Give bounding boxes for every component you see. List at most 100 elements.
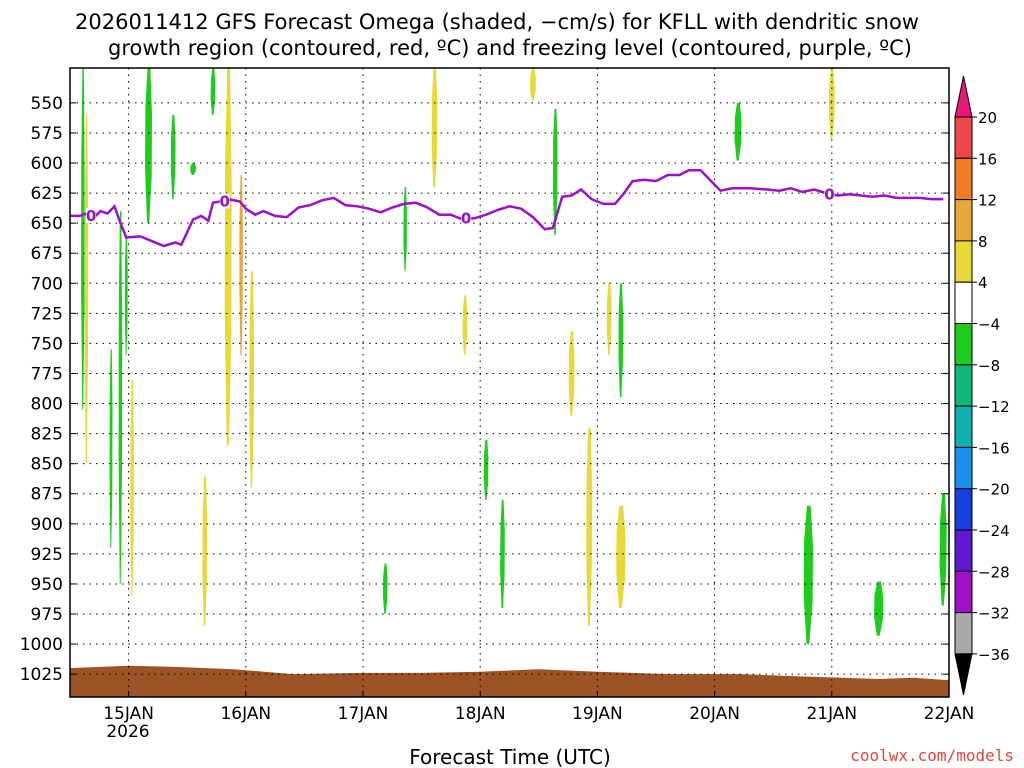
colorbar-label-2: 12 [978,192,997,210]
source-credit: coolwx.com/models [850,746,1014,765]
freezing-level-line [70,168,944,248]
omega-area-green-11 [500,499,505,608]
colorbar-swatch-3 [954,240,973,283]
y-tick-label-750: 750 [31,334,63,354]
omega-area-yellow-25 [530,68,536,101]
y-tick-label-850: 850 [31,455,63,475]
y-tick-label-975: 975 [31,605,63,625]
colorbar-label-9: −20 [978,481,1010,499]
omega-area-yellow-21 [224,68,232,446]
omega-area-green-14 [734,102,742,161]
y-tick-label-725: 725 [31,304,63,324]
y-tick-label-700: 700 [31,274,63,294]
colorbar-swatch-6 [954,364,973,407]
y-tick-label-875: 875 [31,485,63,505]
x-tick-label-18JAN: 18JAN [455,704,506,724]
omega-area-green-15 [803,505,813,645]
colorbar-label-3: 8 [978,233,988,251]
plot-background [70,68,949,697]
colorbar-swatch-0 [954,116,973,159]
colorbar-label-7: −12 [978,398,1010,416]
freezing-level-label-bg-3 [824,186,835,202]
omega-area-green-17 [939,493,947,606]
colorbar-swatch-10 [954,529,973,572]
freezing-level-label-bg-2 [461,210,472,226]
y-tick-label-950: 950 [31,575,63,595]
x-tick-label-17JAN: 17JAN [338,704,389,724]
chart-title-line-2: growth region (contoured, red, ºC) and f… [108,36,912,60]
omega-area-yellow-29 [616,505,626,608]
x-tick-year: 2026 [106,722,149,742]
omega-area-green-6 [190,163,196,175]
colorbar-label-4: 4 [978,274,988,292]
omega-area-yellow-18 [84,114,89,464]
colorbar-swatch-11 [954,570,973,614]
omega-area-green-10 [483,439,489,500]
x-tick-label-19JAN: 19JAN [572,704,623,724]
omega-area-green-2 [118,211,123,584]
colorbar-label-13: −36 [978,646,1010,664]
x-axis-title: Forecast Time (UTC) [409,745,611,768]
omega-area-green-9 [403,187,407,272]
pressure-axis: 550 575 600 625 650 675 700 725 750 775 800 825 850 8… [20,94,63,685]
colorbar-bottom-triangle [954,653,973,696]
y-tick-label-900: 900 [31,515,63,535]
omega-area-green-3 [124,235,128,356]
omega-area-green-0 [81,68,85,410]
colorbar-label-0: 20 [978,109,997,127]
omega-area-green-8 [382,563,388,614]
omega-area-yellow-30 [828,68,835,139]
y-tick-label-800: 800 [31,395,63,415]
terrain-layer [70,665,949,697]
x-tick-label-20JAN: 20JAN [689,704,740,724]
y-tick-label-575: 575 [31,124,63,144]
chart-title-line-1: 2026011412 GFS Forecast Omega (shaded, −… [75,10,919,34]
colorbar-swatch-5 [954,323,973,366]
freezing-level-layer: 0 0 0 0 [70,168,944,248]
omega-area-yellow-27 [586,427,593,626]
omega-area-green-1 [109,349,113,548]
colorbar-label-10: −24 [978,522,1010,540]
time-axis: 2026 15JAN 16JAN 17JAN 18JAN 19JAN 20JAN 21JAN… [103,704,974,742]
omega-area-green-12 [552,108,558,236]
y-tick-label-650: 650 [31,214,63,234]
freezing-level-label-bg-1 [219,193,230,209]
omega-shading-layer [81,68,947,645]
freezing-level-label-bg-0 [86,207,97,223]
y-tick-label-1000: 1000 [20,635,63,655]
colorbar-swatch-8 [954,446,973,490]
plot-frame [69,67,950,698]
x-tick-label-15JAN: 15JAN [103,704,154,724]
y-tick-label-1025: 1025 [20,665,63,685]
colorbar-label-12: −32 [978,605,1010,623]
y-tick-label-550: 550 [31,94,63,114]
colorbar-label-8: −16 [978,439,1010,457]
x-tick-label-22JAN: 22JAN [924,704,975,724]
y-tick-label-675: 675 [31,244,63,264]
colorbar-label-5: −4 [978,316,1000,334]
omega-area-green-16 [874,581,884,636]
colorbar-swatch-12 [954,612,973,655]
colorbar-swatch-4 [954,281,973,325]
colorbar-top-triangle [954,75,973,118]
y-tick-label-625: 625 [31,184,63,204]
omega-area-orange-31 [239,175,243,356]
omega-area-yellow-20 [202,475,208,626]
x-tick-label-21JAN: 21JAN [806,704,857,724]
omega-area-green-5 [170,114,176,200]
colorbar-label-6: −8 [978,357,1000,375]
freezing-level-label-1: 0 [219,192,229,210]
omega-area-green-4 [145,68,152,224]
grid-layer [70,68,950,697]
freezing-level-label-0: 0 [86,207,96,225]
freezing-level-label-3: 0 [824,185,834,203]
omega-area-green-13 [618,283,624,398]
omega-area-yellow-28 [606,283,612,356]
colorbar-swatch-2 [954,199,973,242]
colorbar-swatch-9 [954,488,973,531]
y-tick-label-925: 925 [31,545,63,565]
plot-area: 0 0 0 0 [69,67,950,698]
freezing-level-label-2: 0 [461,209,471,227]
omega-area-yellow-23 [431,68,438,188]
